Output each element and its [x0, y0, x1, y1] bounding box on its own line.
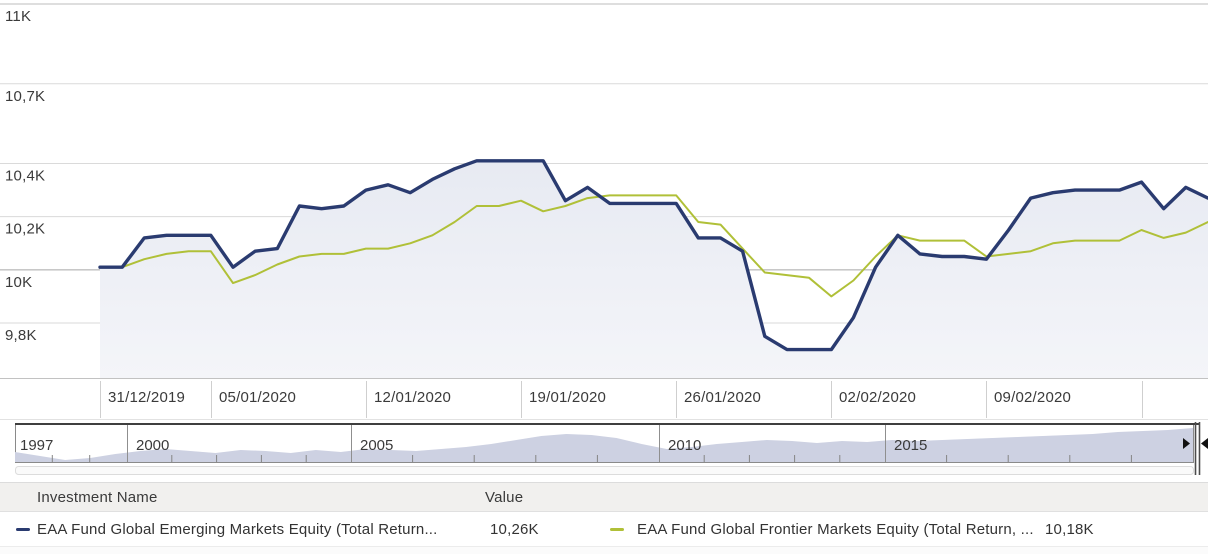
frontier-markets-line[interactable]: [99, 194, 1208, 298]
bottom-divider: [0, 546, 1208, 554]
date-axis-label: 12/01/2020: [374, 389, 452, 406]
navigator-year-label: 2005: [360, 437, 393, 454]
navigator-preview-area: [15, 428, 1193, 462]
date-axis-label: 19/01/2020: [529, 389, 607, 406]
y-axis-label: 10,2K: [5, 221, 45, 238]
fund-value-frontier: 10,18K: [1045, 521, 1094, 538]
date-axis-separator: [1142, 381, 1143, 418]
series-area-fill: [100, 160, 1208, 378]
date-axis-separator: [100, 381, 101, 418]
nav-handle-left-arrow-icon[interactable]: [1201, 438, 1208, 449]
fund-name-emerging[interactable]: EAA Fund Global Emerging Markets Equity …: [37, 521, 438, 538]
timeline-navigator[interactable]: 1997 2000 2005 2010 2015: [0, 418, 1208, 478]
date-axis-separator: [366, 381, 367, 418]
navigator-year-label: 2015: [894, 437, 927, 454]
y-axis-label: 9,8K: [5, 327, 37, 344]
timeline-navigator-chart[interactable]: 1997 2000 2005 2010 2015: [0, 418, 1208, 478]
y-axis-label: 11K: [5, 8, 31, 25]
navigator-year-label: 1997: [20, 437, 53, 454]
nav-handle-right-arrow-icon[interactable]: [1183, 438, 1190, 449]
date-axis-separator: [676, 381, 677, 418]
horizontal-scrollbar[interactable]: [15, 466, 1194, 475]
date-axis-label: 26/01/2020: [684, 389, 762, 406]
value-header: Value: [485, 489, 524, 506]
date-axis-label: 05/01/2020: [219, 389, 297, 406]
date-axis: 31/12/2019 05/01/2020 12/01/2020 19/01/2020…: [0, 378, 1208, 420]
emerging-markets-line[interactable]: [98, 159, 1208, 352]
navigator-year-label: 2010: [668, 437, 701, 454]
legend-header-row: Investment Name Value: [0, 482, 1208, 512]
fund-name-frontier[interactable]: EAA Fund Global Frontier Markets Equity …: [637, 521, 1034, 538]
date-axis-label: 31/12/2019: [108, 389, 186, 406]
fund-value-emerging: 10,26K: [490, 521, 539, 538]
series-swatch-emerging: [16, 528, 30, 531]
date-axis-separator: [211, 381, 212, 418]
legend-table: Investment Name Value EAA Fund Global Em…: [0, 482, 1208, 554]
date-axis-separator: [521, 381, 522, 418]
date-axis-label: 02/02/2020: [839, 389, 917, 406]
date-axis-separator: [986, 381, 987, 418]
legend-data-row: EAA Fund Global Emerging Markets Equity …: [0, 512, 1208, 546]
y-axis-label: 10,4K: [5, 168, 45, 185]
navigator-year-label: 2000: [136, 437, 169, 454]
performance-chart-plot[interactable]: 11K 10,7K 10,4K 10,2K 10K 9,8K: [0, 0, 1208, 379]
y-axis-label: 10,7K: [5, 88, 45, 105]
date-axis-separator: [831, 381, 832, 418]
investment-name-header: Investment Name: [37, 489, 158, 506]
date-axis-label: 09/02/2020: [994, 389, 1072, 406]
series-swatch-frontier: [610, 528, 624, 531]
y-axis-label: 10K: [5, 274, 32, 291]
